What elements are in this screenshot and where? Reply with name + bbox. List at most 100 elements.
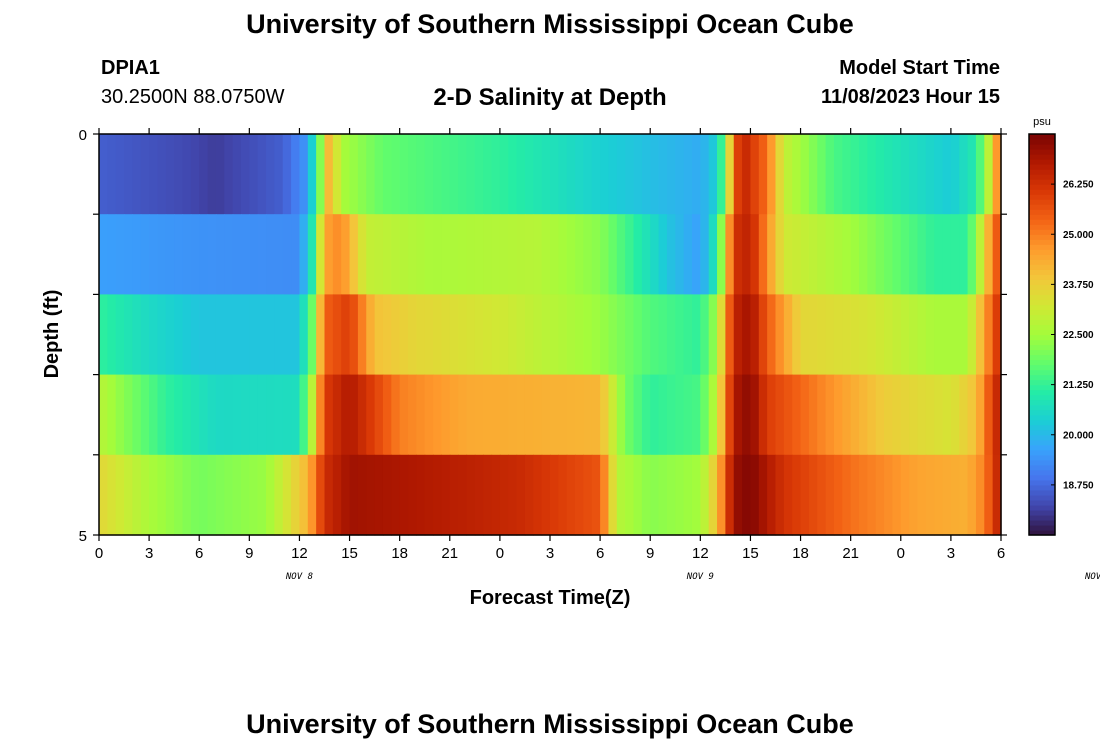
colorbar-band — [1029, 364, 1055, 371]
heatmap-cell — [608, 454, 618, 536]
heatmap-cell — [550, 214, 559, 295]
x-tick-label: 3 — [145, 545, 153, 562]
heatmap-cell — [99, 454, 108, 536]
heatmap-cell — [349, 214, 359, 295]
heatmap-cell — [357, 374, 367, 456]
heatmap-cell — [341, 214, 351, 295]
heatmap-cell — [959, 294, 969, 376]
heatmap-cell — [240, 214, 250, 295]
colorbar-band — [1029, 389, 1055, 396]
colorbar-tick-label: 26.250 — [1063, 180, 1094, 191]
heatmap-cell — [149, 374, 159, 456]
heatmap-cell — [842, 454, 852, 536]
heatmap-cell — [833, 214, 843, 295]
heatmap-cell — [366, 134, 376, 215]
heatmap-cell — [299, 454, 309, 536]
heatmap-cell — [909, 214, 919, 295]
colorbar-band — [1029, 144, 1055, 150]
heatmap-cell — [591, 374, 601, 456]
heatmap-cell — [99, 294, 108, 376]
heatmap-cell — [566, 214, 576, 295]
heatmap-cell — [650, 374, 660, 456]
heatmap-cell — [124, 134, 134, 215]
heatmap-cell — [675, 134, 685, 215]
colorbar-band — [1029, 329, 1055, 336]
heatmap-cell — [416, 214, 426, 295]
heatmap-cell — [299, 134, 309, 215]
heatmap-cell — [199, 454, 209, 536]
heatmap-cell — [783, 214, 793, 295]
heatmap-cell — [207, 374, 217, 456]
y-tick-label: 0 — [79, 127, 87, 144]
heatmap-cell — [917, 454, 927, 536]
heatmap-cell — [190, 134, 200, 215]
heatmap-cell — [867, 214, 877, 295]
heatmap-cell — [416, 134, 426, 215]
heatmap-cell — [508, 294, 518, 376]
heatmap-cell — [658, 454, 668, 536]
heatmap-cell — [859, 294, 868, 376]
heatmap-cell — [792, 454, 802, 536]
heatmap-cell — [124, 454, 134, 536]
heatmap-cell — [107, 214, 117, 295]
x-tick-label: 9 — [646, 545, 654, 562]
heatmap-cell — [541, 374, 551, 456]
heatmap-cell — [950, 454, 960, 536]
heatmap-cell — [332, 374, 342, 456]
heatmap-cell — [675, 214, 685, 295]
heatmap-cell — [483, 374, 493, 456]
heatmap-cell — [575, 214, 585, 295]
heatmap-cell — [900, 454, 910, 536]
colorbar-band — [1029, 339, 1055, 346]
heatmap-cell — [524, 374, 534, 456]
heatmap-cell — [115, 214, 125, 295]
heatmap-cell — [967, 134, 977, 215]
heatmap-cell — [215, 374, 225, 456]
heatmap-cell — [474, 374, 484, 456]
colorbar-band — [1029, 229, 1055, 235]
heatmap-cell — [650, 454, 660, 536]
heatmap-cell — [992, 294, 1002, 376]
colorbar-band — [1029, 154, 1055, 160]
heatmap-cell — [124, 294, 134, 376]
heatmap-cell — [825, 454, 835, 536]
heatmap-cell — [842, 374, 852, 456]
heatmap-cell — [107, 374, 117, 456]
heatmap-cell — [608, 374, 618, 456]
colorbar-unit: psu — [1033, 116, 1051, 128]
heatmap-cell — [499, 214, 509, 295]
heatmap-cell — [424, 134, 434, 215]
heatmap-cell — [683, 454, 693, 536]
heatmap-cell — [959, 134, 969, 215]
heatmap-cell — [215, 214, 225, 295]
heatmap-cell — [466, 374, 476, 456]
colorbar-band — [1029, 524, 1055, 531]
heatmap-cell — [424, 214, 434, 295]
heatmap-cell — [282, 374, 292, 456]
heatmap-cell — [875, 374, 885, 456]
colorbar-tick-label: 21.250 — [1063, 380, 1094, 391]
heatmap-cell — [817, 454, 827, 536]
heatmap-cell — [825, 294, 835, 376]
heatmap-cell — [341, 134, 351, 215]
x-tick-label: 15 — [742, 545, 759, 562]
heatmap-cell — [541, 294, 551, 376]
heatmap-cell — [224, 454, 234, 536]
heatmap-cell — [433, 294, 443, 376]
colorbar-band — [1029, 424, 1055, 431]
heatmap-cell — [583, 294, 593, 376]
heatmap-cell — [165, 454, 175, 536]
colorbar-band — [1029, 269, 1055, 275]
page-title: University of Southern Mississippi Ocean… — [246, 9, 854, 39]
colorbar-band — [1029, 399, 1055, 406]
heatmap-cell — [959, 374, 969, 456]
heatmap-cell — [232, 214, 242, 295]
heatmap-cell — [658, 374, 668, 456]
heatmap-cell — [600, 134, 610, 215]
heatmap-cell — [850, 134, 860, 215]
heatmap-cell — [274, 214, 284, 295]
heatmap-cell — [132, 294, 142, 376]
heatmap-cell — [708, 454, 718, 536]
heatmap-cell — [641, 134, 651, 215]
heatmap-cell — [633, 294, 643, 376]
